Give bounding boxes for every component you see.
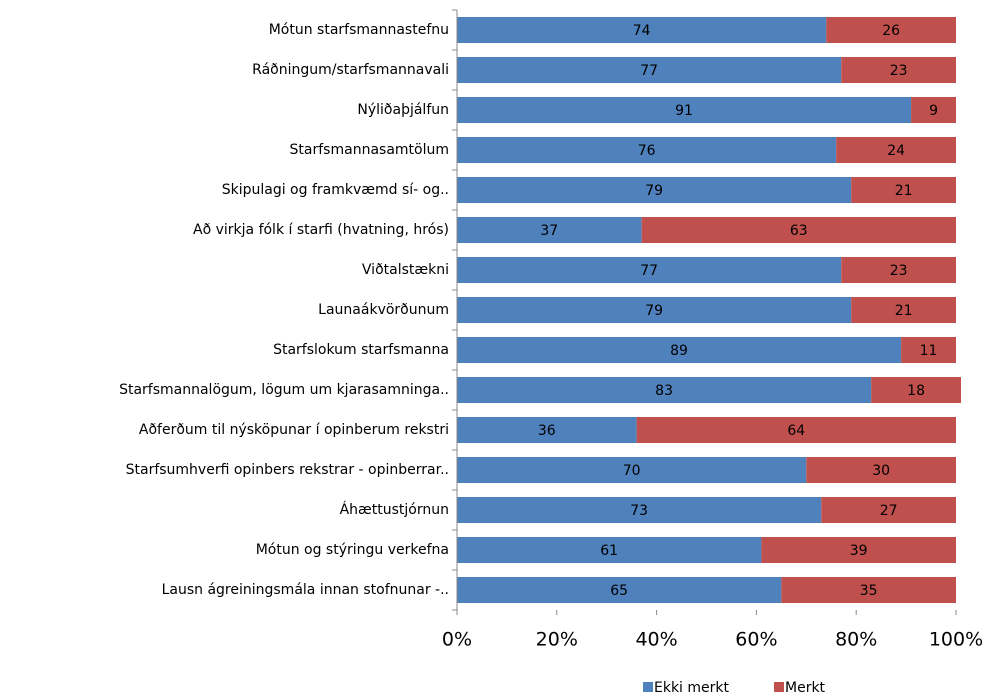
legend-swatch xyxy=(774,682,784,692)
data-label: 74 xyxy=(633,23,651,39)
bar-segment xyxy=(457,577,782,603)
bar-segment xyxy=(457,457,807,483)
data-label: 76 xyxy=(638,143,656,159)
data-label: 63 xyxy=(790,223,808,239)
category-label: Áhættustjórnun xyxy=(340,501,449,518)
x-tick-label: 40% xyxy=(635,629,677,651)
bar-segment xyxy=(871,377,961,403)
bar-segment xyxy=(806,457,956,483)
category-label: Starfsmannalögum, lögum um kjarasamninga… xyxy=(119,382,449,398)
x-tick-label: 80% xyxy=(835,629,877,651)
category-label: Mótun starfsmannastefnu xyxy=(269,22,449,38)
data-label: 61 xyxy=(600,543,618,559)
bar-segment xyxy=(457,537,762,563)
bar-segment xyxy=(457,57,842,83)
category-label: Skipulagi og framkvæmd sí- og.. xyxy=(222,182,449,198)
bar-segment xyxy=(841,257,956,283)
data-label: 70 xyxy=(623,463,641,479)
category-label: Starfsumhverfi opinbers rekstrar - opinb… xyxy=(126,462,449,478)
bar-segment xyxy=(911,97,956,123)
category-label: Lausn ágreiningsmála innan stofnunar -.. xyxy=(162,582,449,598)
category-label: Að virkja fólk í starfi (hvatning, hrós) xyxy=(193,222,449,238)
data-label: 37 xyxy=(540,223,558,239)
category-label: Viðtalstækni xyxy=(362,262,449,278)
bar-segment xyxy=(636,417,956,443)
bar-segment xyxy=(761,537,956,563)
data-label: 89 xyxy=(670,343,688,359)
data-label: 11 xyxy=(920,343,938,359)
bar-segment xyxy=(457,217,642,243)
data-label: 35 xyxy=(860,583,878,599)
bar-segment xyxy=(457,497,822,523)
data-label: 73 xyxy=(630,503,648,519)
data-label: 27 xyxy=(880,503,898,519)
data-label: 18 xyxy=(907,383,925,399)
data-label: 30 xyxy=(872,463,890,479)
bar-segment xyxy=(457,297,852,323)
bar-segment xyxy=(457,417,637,443)
bar-segment xyxy=(781,577,956,603)
data-label: 65 xyxy=(610,583,628,599)
category-label: Nýliðaþjálfun xyxy=(357,102,449,118)
data-label: 83 xyxy=(655,383,673,399)
category-label: Ráðningum/starfsmannavali xyxy=(252,62,449,78)
x-tick-label: 20% xyxy=(536,629,578,651)
legend-label: Merkt xyxy=(785,680,826,696)
bar-segment xyxy=(851,177,956,203)
bar-segment xyxy=(457,17,827,43)
bar-segment xyxy=(826,17,956,43)
bar-segment xyxy=(821,497,956,523)
data-label: 79 xyxy=(645,303,663,319)
data-label: 23 xyxy=(890,263,908,279)
bar-segment xyxy=(457,337,902,363)
bar-segment xyxy=(457,137,837,163)
x-tick-label: 100% xyxy=(929,629,983,651)
legend-swatch xyxy=(643,682,653,692)
data-label: 79 xyxy=(645,183,663,199)
bar-segment xyxy=(457,257,842,283)
category-label: Aðferðum til nýsköpunar í opinberum reks… xyxy=(139,422,449,438)
category-label: Starfslokum starfsmanna xyxy=(273,342,449,358)
data-label: 21 xyxy=(895,183,913,199)
bar-segment xyxy=(901,337,956,363)
bar-segment xyxy=(836,137,956,163)
category-label: Mótun og stýringu verkefna xyxy=(256,542,449,558)
data-label: 91 xyxy=(675,103,693,119)
bar-segment xyxy=(641,217,956,243)
data-label: 26 xyxy=(882,23,900,39)
bar-segment xyxy=(457,177,852,203)
data-label: 21 xyxy=(895,303,913,319)
category-label: Launaákvörðunum xyxy=(318,302,449,318)
data-label: 39 xyxy=(850,543,868,559)
data-label: 77 xyxy=(640,63,658,79)
data-label: 24 xyxy=(887,143,905,159)
x-tick-label: 60% xyxy=(735,629,777,651)
bar-segment xyxy=(851,297,956,323)
legend-label: Ekki merkt xyxy=(654,680,730,696)
data-label: 36 xyxy=(538,423,556,439)
bar-segment xyxy=(841,57,956,83)
x-tick-label: 0% xyxy=(442,629,472,651)
data-label: 64 xyxy=(787,423,805,439)
data-label: 9 xyxy=(929,103,938,119)
data-label: 23 xyxy=(890,63,908,79)
bar-segment xyxy=(457,97,912,123)
data-label: 77 xyxy=(640,263,658,279)
category-label: Starfsmannasamtölum xyxy=(290,142,449,158)
bar-segment xyxy=(457,377,872,403)
